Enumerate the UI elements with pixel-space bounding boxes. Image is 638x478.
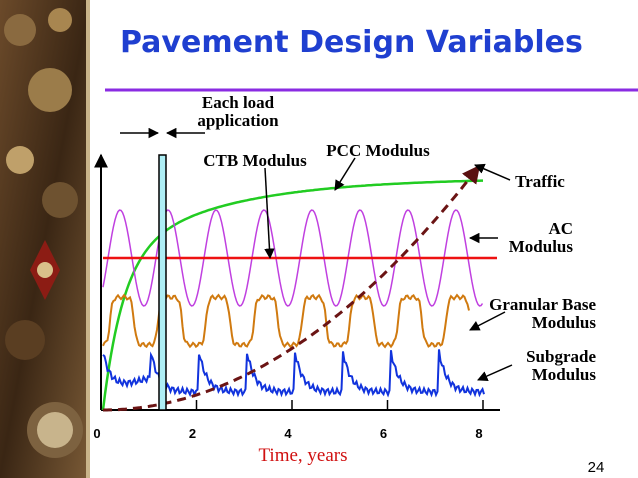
annotation: Modulus <box>532 365 597 384</box>
annotation: application <box>197 111 279 130</box>
pointer-arrow <box>469 311 506 331</box>
slide-number: 24 <box>588 459 605 476</box>
annotation: Traffic <box>515 172 565 191</box>
annotation: Modulus <box>509 237 574 256</box>
annotation: PCC Modulus <box>326 141 430 160</box>
x-tick-label: 2 <box>189 426 196 441</box>
x-tick-label: 4 <box>284 426 292 441</box>
annotation: Granular Base <box>489 295 596 314</box>
annotation: CTB Modulus <box>203 151 307 170</box>
annotation: Subgrade <box>526 347 596 366</box>
slide-title: Pavement Design Variables <box>120 25 583 60</box>
pointer-arrow <box>264 167 275 260</box>
load-bar <box>158 154 167 411</box>
x-tick-label: 6 <box>380 426 387 441</box>
x-tick-label: 0 <box>93 426 100 441</box>
x-axis-label: Time, years <box>258 445 347 466</box>
annotation: Each load <box>202 93 275 112</box>
pointer-arrow <box>477 364 513 381</box>
annotation: AC <box>548 219 573 238</box>
decorative-strip <box>0 0 90 478</box>
x-tick-label: 8 <box>475 426 482 441</box>
annotation: Modulus <box>532 313 597 332</box>
pointer-arrow <box>334 157 356 191</box>
pointer-arrow <box>474 163 511 181</box>
